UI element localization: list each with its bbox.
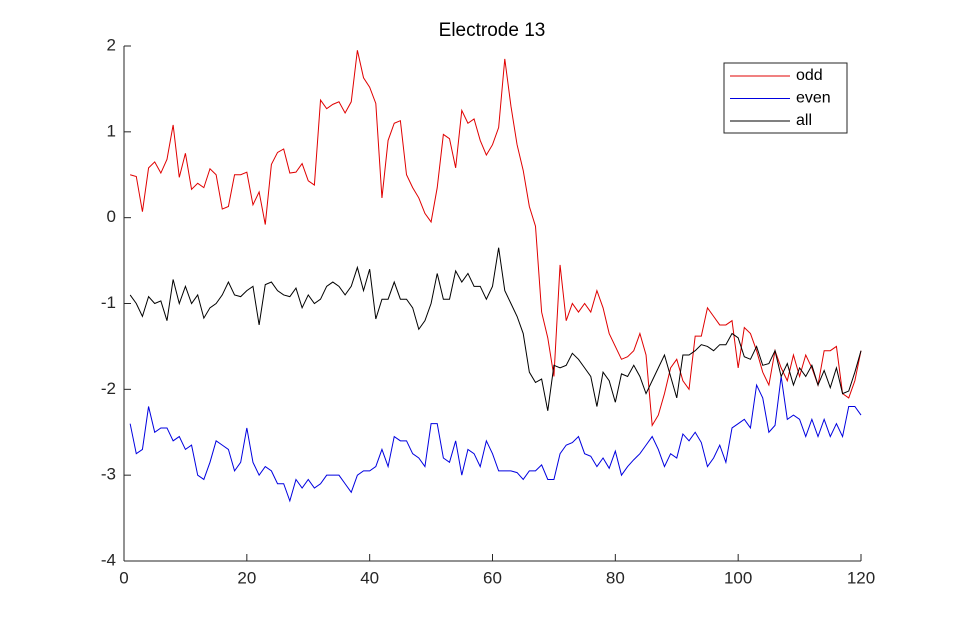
line-series <box>129 376 862 503</box>
legend-label: all <box>796 112 812 129</box>
y-tick-label: -4 <box>101 550 116 569</box>
line-series <box>129 247 862 411</box>
y-tick-label: 0 <box>107 207 116 226</box>
x-tick-label: 120 <box>847 568 875 587</box>
y-tick-label: -3 <box>101 465 116 484</box>
chart-title: Electrode 13 <box>439 20 546 41</box>
y-tick-label: -2 <box>101 379 116 398</box>
legend-label: even <box>796 90 831 107</box>
x-tick-label: 40 <box>360 568 379 587</box>
x-tick-label: 100 <box>724 568 752 587</box>
line-series <box>130 50 862 427</box>
x-tick-label: 80 <box>606 568 625 587</box>
x-tick-label: 0 <box>119 568 128 587</box>
legend-label: odd <box>796 67 823 84</box>
y-tick-label: 1 <box>107 121 116 140</box>
x-tick-label: 20 <box>237 568 256 587</box>
y-tick-label: 2 <box>107 35 116 54</box>
x-tick-label: 60 <box>483 568 502 587</box>
y-tick-label: -1 <box>101 293 116 312</box>
